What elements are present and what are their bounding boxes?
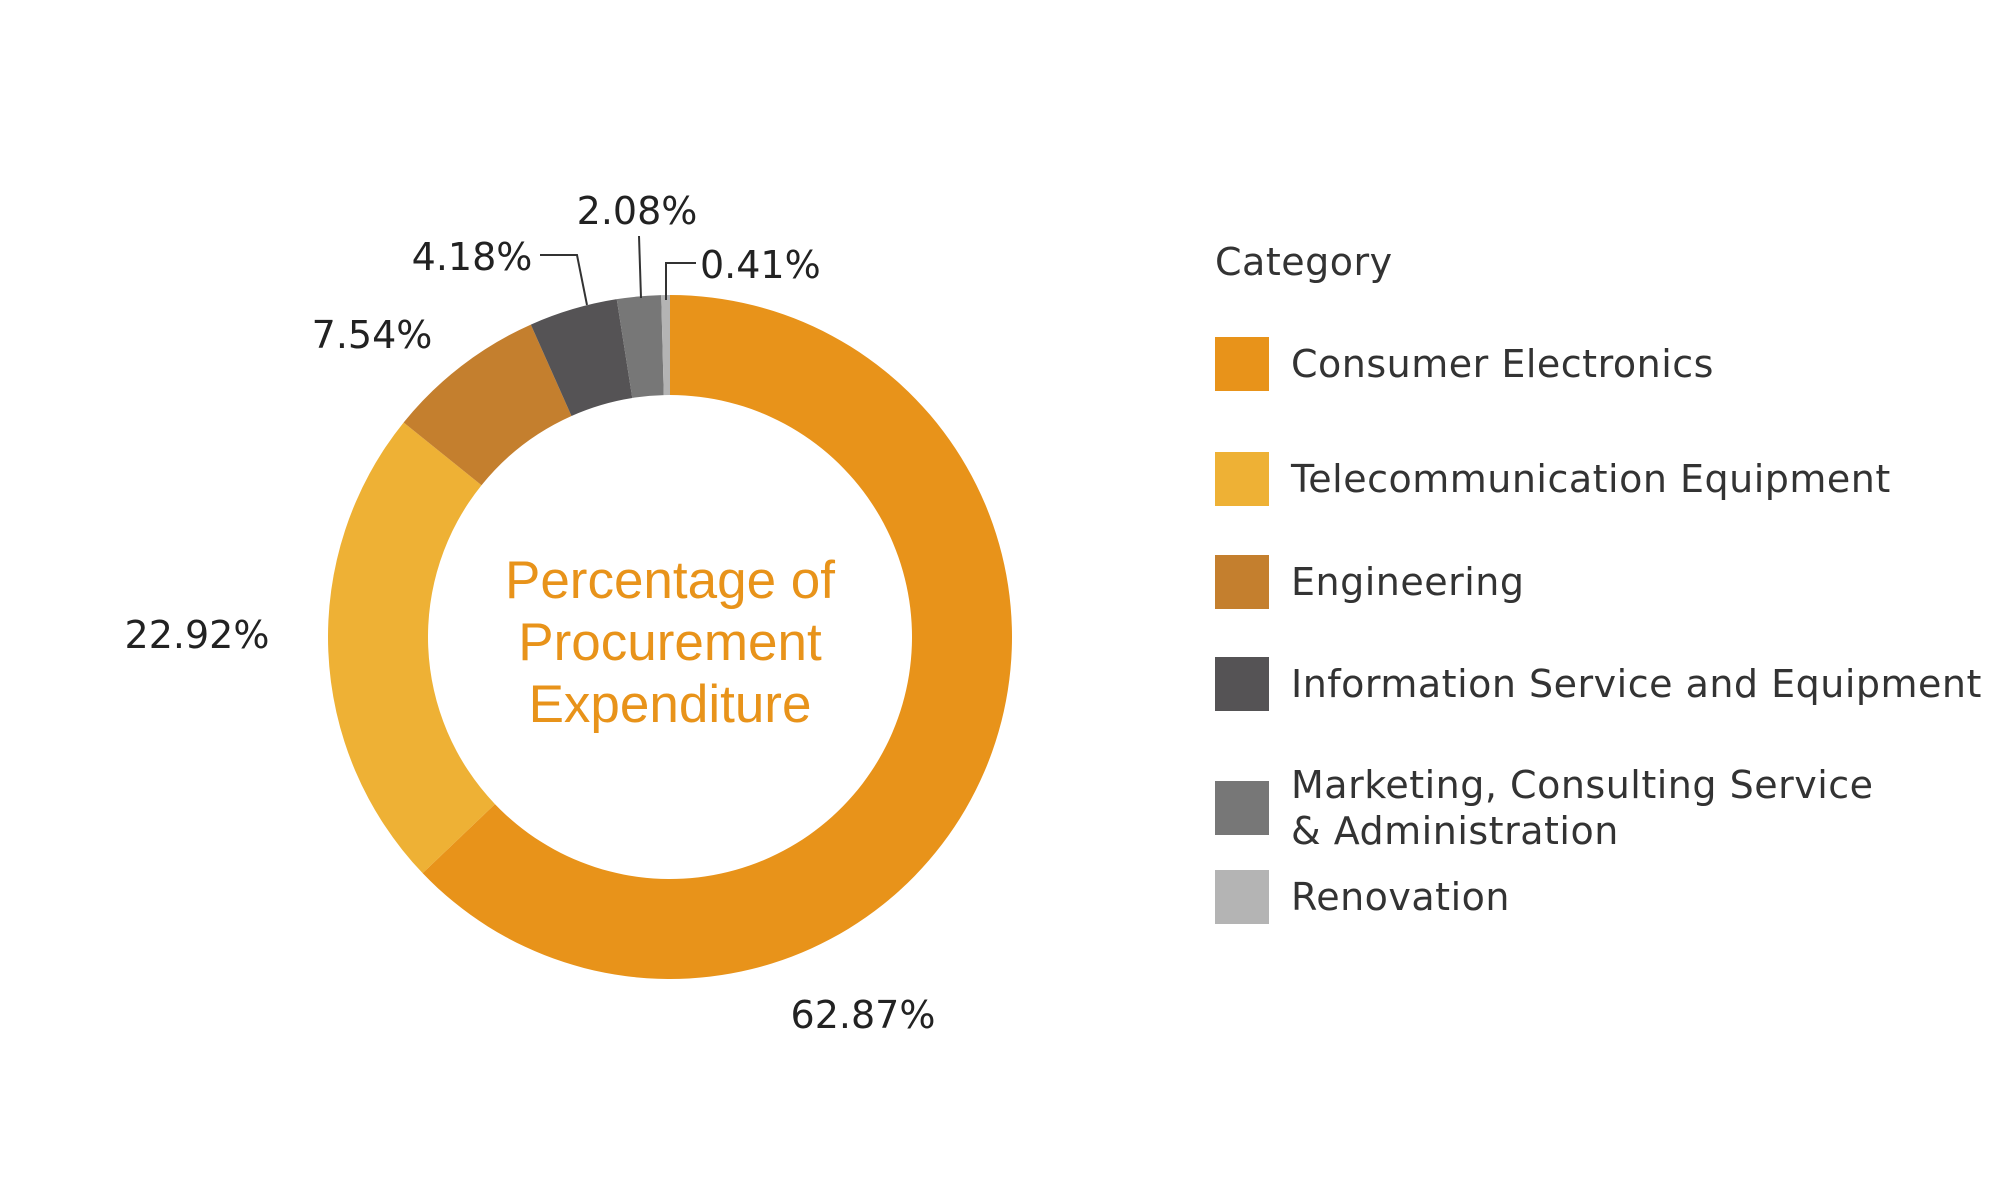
legend-item-renovation: Renovation — [1215, 870, 1510, 924]
leader-line-marketing-consulting-service-administration — [638, 235, 642, 299]
legend-swatch — [1215, 555, 1269, 609]
legend-swatch — [1215, 657, 1269, 711]
pct-label-marketing-consulting-service-administration: 2.08% — [577, 189, 698, 233]
legend-swatch — [1215, 337, 1269, 391]
legend-label: Marketing, Consulting Service & Administr… — [1291, 763, 1874, 853]
slice-engineering — [403, 324, 572, 486]
chart-title-line: Expenditure — [529, 675, 812, 734]
legend-label: Consumer Electronics — [1291, 342, 1714, 386]
pct-label-information-service-and-equipment: 4.18% — [412, 235, 533, 279]
legend-label: Renovation — [1291, 875, 1510, 919]
legend-swatch — [1215, 452, 1269, 506]
legend-item-engineering: Engineering — [1215, 555, 1525, 609]
legend-item-telecommunication-equipment: Telecommunication Equipment — [1215, 452, 1891, 506]
pct-label-engineering: 7.54% — [312, 313, 433, 357]
slice-information-service-and-equipment — [530, 299, 633, 416]
leader-lines — [540, 235, 696, 306]
legend: Category Consumer Electronics Telecommuni… — [1215, 240, 1995, 924]
slice-telecommunication-equipment — [328, 422, 495, 874]
leader-line-information-service-and-equipment — [540, 254, 588, 306]
legend-label: Telecommunication Equipment — [1291, 457, 1891, 501]
leader-line-renovation — [665, 262, 696, 300]
legend-item-consumer-electronics: Consumer Electronics — [1215, 337, 1714, 391]
legend-label: Information Service and Equipment — [1291, 662, 1982, 706]
slice-renovation — [661, 295, 670, 396]
legend-label: Engineering — [1291, 560, 1525, 604]
pct-label-renovation: 0.41% — [700, 243, 821, 287]
slice-consumer-electronics — [422, 295, 1013, 979]
percentage-labels: 62.87% 22.92% 7.54% 4.18% 2.08%0.41% — [125, 189, 936, 1037]
legend-swatch — [1215, 781, 1269, 835]
slice-marketing-consulting-service-administration — [616, 295, 664, 398]
chart-title-line: Procurement — [518, 613, 822, 672]
legend-title: Category — [1215, 240, 1393, 284]
pct-label-consumer-electronics: 62.87% — [791, 993, 936, 1037]
legend-swatch — [1215, 870, 1269, 924]
legend-item-marketing-consulting-service-administration: Marketing, Consulting Service & Administr… — [1215, 762, 1874, 854]
donut-slices — [328, 295, 1013, 979]
pct-label-telecommunication-equipment: 22.92% — [125, 613, 270, 657]
legend-item-information-service-and-equipment: Information Service and Equipment — [1215, 657, 1982, 711]
chart-title-line: Percentage of — [505, 551, 835, 610]
